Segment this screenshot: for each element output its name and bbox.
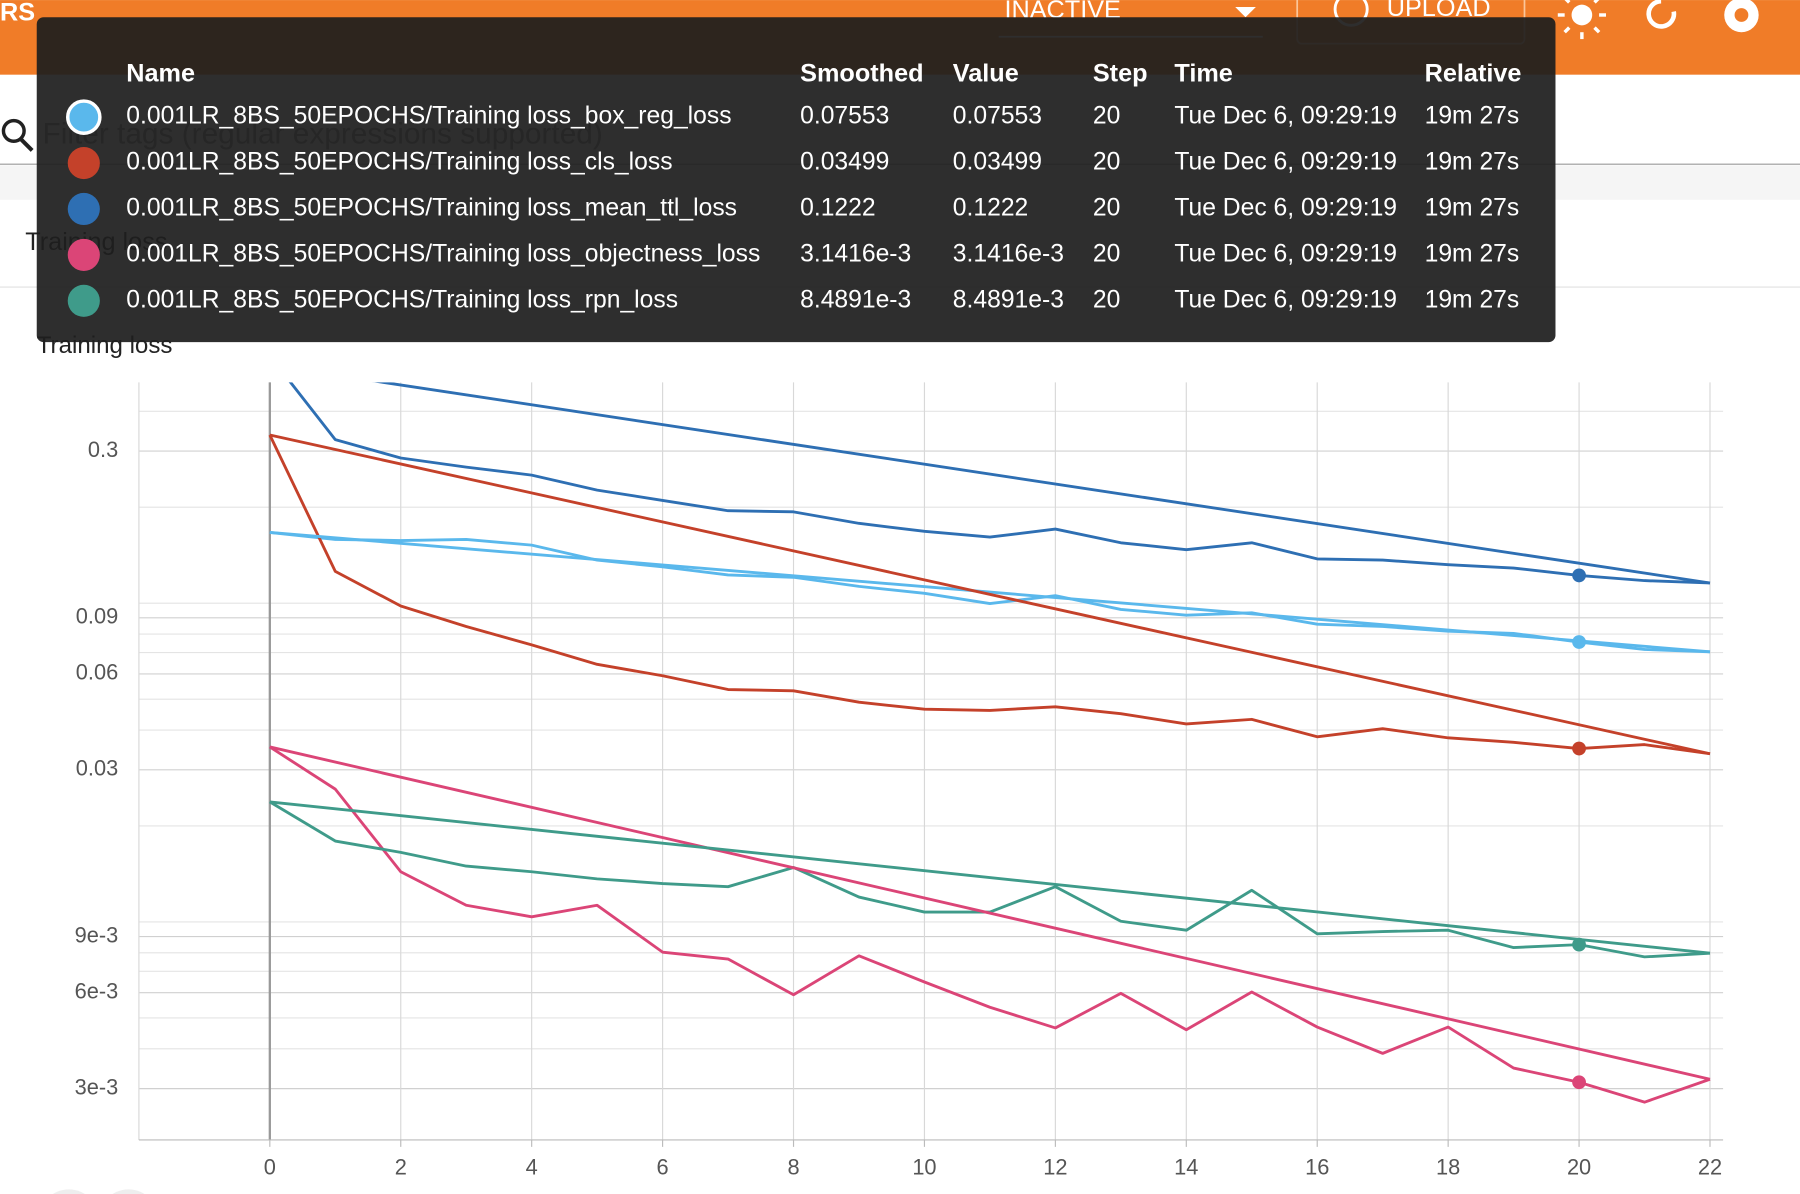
y-tick-label: 3e-3	[75, 1074, 119, 1099]
series-line	[268, 434, 1711, 756]
y-tick-label: 0.09	[76, 604, 118, 629]
x-tick-label: 4	[526, 1154, 538, 1179]
tooltip-cell: Tue Dec 6, 09:29:19	[1174, 149, 1397, 176]
tooltip-cell: 20	[1093, 149, 1120, 176]
series-line	[373, 382, 1711, 585]
hover-dot	[1572, 937, 1586, 952]
tooltip-cell: 0.1222	[953, 195, 1028, 222]
tooltip-cell: 0.001LR_8BS_50EPOCHS/Training loss_mean_…	[126, 195, 737, 222]
tooltip-swatch	[67, 192, 100, 226]
x-tick-label: 12	[1043, 1154, 1067, 1179]
tooltip-cell: 8.4891e-3	[953, 286, 1064, 313]
fab[interactable]	[99, 1189, 159, 1194]
search-icon-handle	[19, 137, 34, 152]
series-line	[269, 531, 1711, 654]
tooltip-cell: 19m 27s	[1425, 103, 1520, 130]
x-tick-label: 20	[1567, 1154, 1591, 1179]
fab[interactable]	[39, 1189, 99, 1194]
tooltip-cell: 20	[1093, 103, 1120, 130]
tooltip-cell: 19m 27s	[1425, 149, 1520, 176]
x-tick-label: 16	[1305, 1154, 1329, 1179]
tooltip-cell: 3.1416e-3	[800, 240, 911, 267]
x-tick-label: 14	[1174, 1154, 1198, 1179]
settings-icon[interactable]	[1724, 0, 1759, 33]
tooltip-box	[36, 17, 1556, 343]
tooltip-header: Value	[953, 59, 1019, 87]
tooltip-cell: 0.001LR_8BS_50EPOCHS/Training loss_rpn_l…	[126, 286, 678, 313]
tooltip-header: Step	[1093, 59, 1148, 87]
tooltip-cell: 0.001LR_8BS_50EPOCHS/Training loss_cls_l…	[126, 149, 672, 176]
tooltip-swatch	[67, 238, 100, 271]
tooltip-cell: 20	[1093, 195, 1120, 222]
tooltip-cell: 20	[1093, 240, 1120, 267]
series-line	[269, 800, 1711, 955]
tooltip-cell: 0.001LR_8BS_50EPOCHS/Training loss_objec…	[126, 240, 760, 267]
tooltip-header: Relative	[1425, 59, 1522, 87]
tooltip-cell: Tue Dec 6, 09:29:19	[1174, 286, 1397, 313]
tooltip-header: Smoothed	[800, 59, 923, 87]
y-tick-label: 0.3	[88, 437, 118, 462]
x-tick-label: 18	[1436, 1154, 1460, 1179]
tooltip-swatch	[67, 284, 100, 317]
tooltip: Name Smoothed Value Step Time Relative 0.001LR…	[36, 17, 1556, 343]
tooltip-cell: 0.001LR_8BS_50EPOCHS/Training loss_box_r…	[126, 103, 731, 130]
brand: RS	[0, 0, 35, 27]
tooltip-cell: 19m 27s	[1425, 240, 1520, 267]
y-tick-label: 0.03	[76, 756, 118, 781]
upload-label[interactable]: UPLOAD	[1387, 0, 1491, 22]
tooltip-swatch	[66, 99, 102, 135]
tooltip-cell: 3.1416e-3	[953, 240, 1064, 267]
tooltip-cell: 0.03499	[800, 149, 889, 176]
tooltip-cell: 8.4891e-3	[800, 286, 911, 313]
hover-dot	[1572, 568, 1586, 583]
tooltip-cell: Tue Dec 6, 09:29:19	[1174, 103, 1397, 130]
x-tick-label: 22	[1698, 1154, 1722, 1179]
theme-icon[interactable]	[1557, 0, 1606, 40]
tooltip-cell: 19m 27s	[1425, 195, 1520, 222]
tooltip-cell: 0.1222	[800, 195, 875, 222]
chart: 3e-3 6e-3 9e-3 0.03 0.06 0.09 0.3 0 2 4 6 8 10 12 14 16…	[75, 382, 1724, 1179]
y-tick-label: 6e-3	[75, 978, 119, 1003]
series-line	[269, 433, 1711, 756]
series-line	[288, 382, 1711, 585]
tooltip-cell: 20	[1093, 286, 1120, 313]
x-tick-label: 6	[657, 1154, 669, 1179]
series-line	[269, 745, 1711, 1081]
tooltip-cell: 19m 27s	[1425, 286, 1520, 313]
search-icon	[1, 118, 26, 143]
tooltip-cell: 0.07553	[800, 103, 889, 130]
tooltip-header: Time	[1174, 59, 1232, 87]
tooltip-swatch	[67, 147, 100, 180]
tooltip-cell: Tue Dec 6, 09:29:19	[1174, 240, 1397, 267]
tooltip-header: Name	[126, 59, 195, 87]
hover-dot	[1572, 741, 1586, 756]
x-tick-label: 10	[912, 1154, 936, 1179]
tooltip-cell: Tue Dec 6, 09:29:19	[1174, 195, 1397, 222]
hover-dot	[1572, 1075, 1586, 1090]
dropdown-arrow[interactable]	[1235, 6, 1256, 18]
x-tick-label: 2	[395, 1154, 407, 1179]
y-tick-label: 9e-3	[75, 922, 119, 947]
refresh-icon[interactable]	[1646, 0, 1677, 29]
hover-dot	[1572, 635, 1586, 649]
series-line	[269, 745, 1711, 1104]
x-tick-label: 0	[264, 1154, 276, 1179]
plot-area	[268, 382, 1711, 1104]
tooltip-cell: 0.03499	[953, 149, 1042, 176]
y-tick-label: 0.06	[76, 660, 118, 685]
tooltip-cell: 0.07553	[953, 103, 1042, 130]
x-tick-label: 8	[787, 1154, 799, 1179]
